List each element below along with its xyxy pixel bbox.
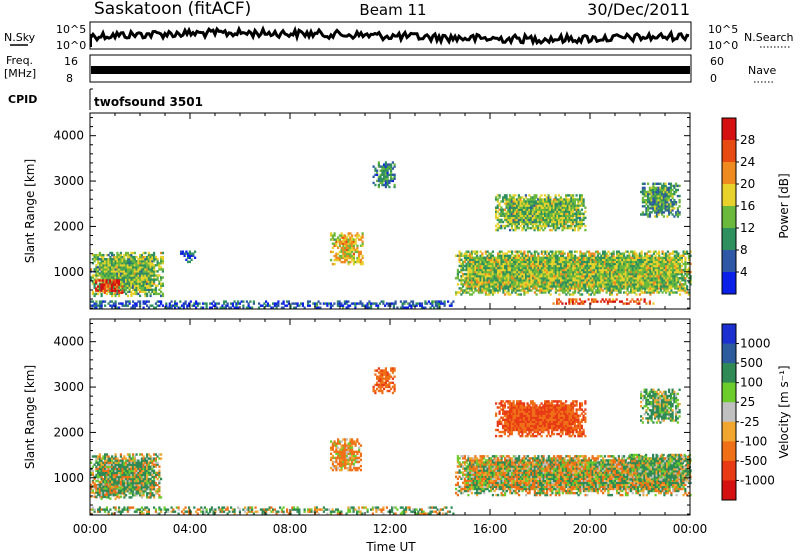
echo-region-0	[90, 453, 163, 499]
echo-region-6	[495, 194, 587, 232]
power-panel: 1000 2000 3000 4000 Slant Range [km] 4 8 12 16 20…	[23, 112, 791, 310]
x-tick-label: 04:00	[173, 522, 208, 536]
echo-region-3	[372, 367, 396, 395]
freq-trace	[91, 66, 690, 74]
colorbar-tick-label: 28	[740, 133, 755, 147]
nave-tick-low: 0	[710, 72, 717, 85]
colorbar: 1000 500 100 25 -25 -100 -500 -1000 Velocity [m …	[721, 323, 791, 501]
nsky-tick-high: 10^5	[56, 23, 86, 36]
y-tick-label: 1000	[53, 471, 84, 485]
freq-panel: Freq. [MHz] 16 8 60 0 Nave	[4, 54, 776, 85]
colorbar-tick-label: 100	[740, 376, 763, 390]
y-tick-label: 3000	[53, 380, 84, 394]
x-tick-label: 12:00	[373, 522, 408, 536]
colorbar: 4 8 12 16 20 24 28 Power [dB]	[721, 117, 791, 295]
y-tick-label: 4000	[53, 335, 84, 349]
velocity-panel: 1000 2000 3000 4000 Slant Range [km] 00:00 04:…	[23, 318, 791, 536]
colorbar-tick-label: -100	[740, 434, 767, 448]
x-tick-label: 08:00	[273, 522, 308, 536]
cpid-program: twofsound 3501	[94, 95, 203, 109]
colorbar-tick-label: -25	[740, 415, 760, 429]
y-tick-label: 2000	[53, 219, 84, 233]
colorbar-segment	[722, 480, 736, 501]
echo-region-8	[640, 182, 681, 218]
echo-region-7	[552, 298, 655, 305]
station-title: Saskatoon (fitACF)	[94, 0, 251, 19]
colorbar-segment	[722, 140, 736, 163]
rti-cells	[90, 367, 692, 515]
cpid-label: CPID	[8, 93, 37, 106]
colorbar-segment	[722, 250, 736, 273]
echo-region-3	[330, 232, 364, 266]
x-axis-label: Time UT	[365, 540, 416, 554]
nave-tick-high: 60	[710, 55, 724, 68]
colorbar-segment	[722, 421, 736, 442]
y-tick-label: 4000	[53, 129, 84, 143]
colorbar-tick-label: -1000	[740, 473, 775, 487]
nsky-trace	[89, 25, 690, 47]
colorbar-segment	[722, 228, 736, 251]
echo-region-1	[95, 279, 124, 294]
beam-title: Beam 11	[359, 1, 426, 19]
colorbar-segment	[722, 162, 736, 185]
nsearch-tick-high: 10^5	[708, 23, 738, 36]
colorbar-segment	[722, 460, 736, 481]
rti-cells	[90, 161, 692, 309]
colorbar-segment	[722, 324, 736, 345]
freq-unit-label: [MHz]	[4, 67, 36, 80]
nsky-tick-low: 10^0	[56, 39, 86, 52]
colorbar-tick-label: 12	[740, 221, 755, 235]
x-tick-label: 16:00	[473, 522, 508, 536]
y-tick-label: 2000	[53, 425, 84, 439]
colorbar-tick-label: 24	[740, 155, 755, 169]
colorbar-segment	[722, 343, 736, 364]
x-tick-label: 00:00	[673, 522, 708, 536]
nsearch-tick-low: 10^0	[708, 39, 738, 52]
y-axis-label: Slant Range [km]	[23, 159, 37, 263]
colorbar-segment	[722, 118, 736, 141]
colorbar-segment	[722, 382, 736, 403]
echo-region-8	[90, 506, 455, 515]
cpid-panel: CPID twofsound 3501	[8, 88, 203, 110]
nave-label: Nave	[748, 64, 776, 77]
colorbar-tick-label: 25	[740, 395, 755, 409]
colorbar-tick-label: 4	[740, 265, 748, 279]
echo-region-5	[627, 453, 691, 483]
nsky-panel: N.Sky 10^5 10^0 10^5 10^0 N.Search	[4, 21, 794, 52]
colorbar-tick-label: -500	[740, 454, 767, 468]
echo-region-1	[90, 481, 122, 500]
colorbar-tick-label: 8	[740, 243, 748, 257]
x-tick-label: 00:00	[73, 522, 108, 536]
colorbar-label: Power [dB]	[777, 173, 791, 238]
colorbar-tick-label: 500	[740, 356, 763, 370]
nsearch-label: N.Search	[744, 31, 794, 44]
colorbar-segment	[722, 206, 736, 229]
echo-region-4	[372, 161, 396, 189]
y-tick-label: 1000	[53, 265, 84, 279]
echo-region-2	[330, 438, 362, 472]
nsky-label: N.Sky	[4, 31, 36, 44]
x-tick-label: 20:00	[573, 522, 608, 536]
echo-region-2	[180, 250, 197, 264]
colorbar-segment	[722, 363, 736, 384]
freq-tick-low: 8	[66, 72, 73, 85]
y-axis-label: Slant Range [km]	[23, 365, 37, 469]
y-tick-label: 3000	[53, 174, 84, 188]
colorbar-segment	[722, 402, 736, 423]
date-title: 30/Dec/2011	[587, 0, 690, 19]
colorbar-tick-label: 16	[740, 199, 755, 213]
colorbar-segment	[722, 272, 736, 295]
freq-label: Freq.	[6, 54, 33, 67]
freq-tick-high: 16	[64, 55, 78, 68]
colorbar-tick-label: 20	[740, 177, 755, 191]
colorbar-tick-label: 1000	[740, 337, 771, 351]
echo-region-5	[455, 250, 692, 296]
colorbar-label: Velocity [m s⁻¹]	[777, 365, 791, 458]
colorbar-segment	[722, 441, 736, 462]
echo-region-9	[90, 300, 455, 309]
echo-region-6	[495, 400, 587, 438]
colorbar-segment	[722, 184, 736, 207]
echo-region-7	[640, 388, 681, 424]
